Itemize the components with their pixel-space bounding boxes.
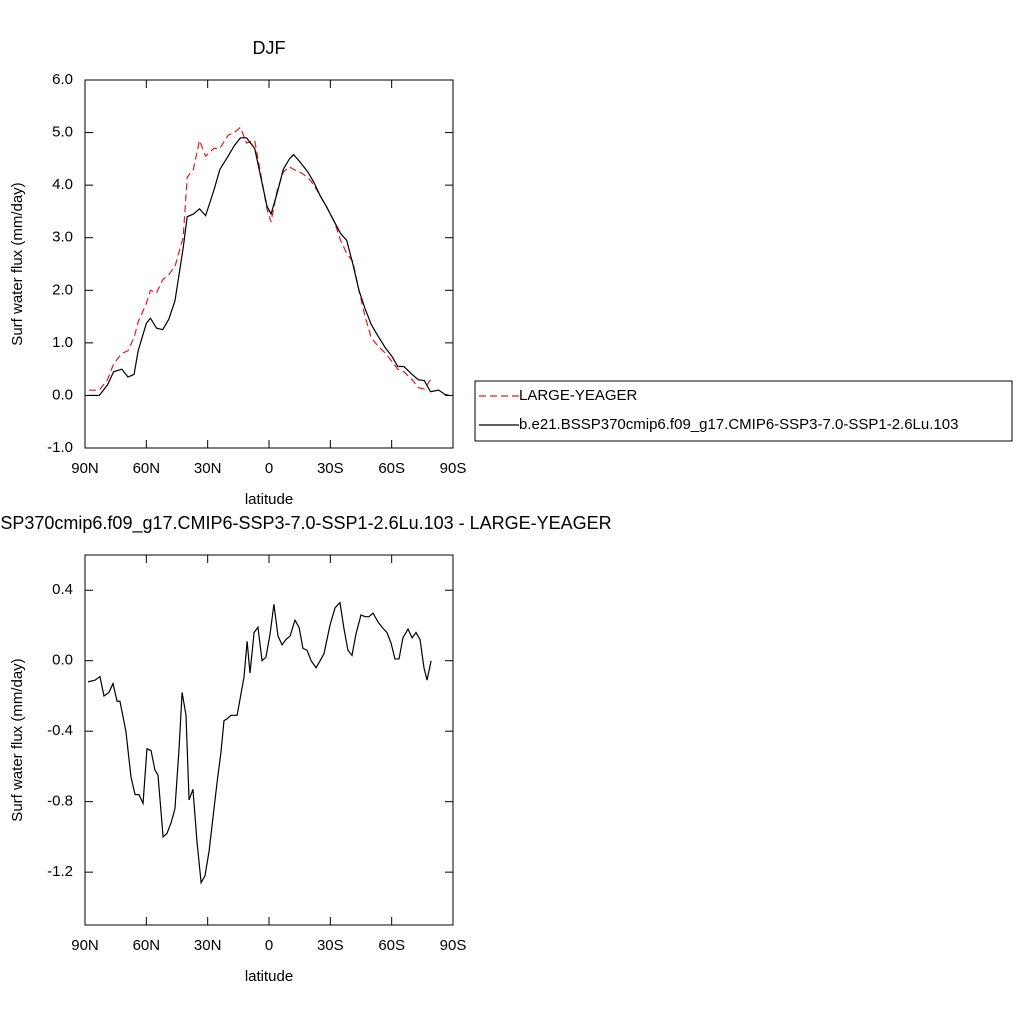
data-line: [89, 137, 450, 397]
x-tick-label: 60N: [133, 460, 161, 477]
x-tick-label: 90S: [440, 937, 467, 954]
x-tick-label: 90N: [71, 460, 99, 477]
plot-frame: [84, 554, 454, 926]
y-tick-label: 3.0: [52, 229, 73, 246]
y-tick-label: 4.0: [52, 176, 73, 193]
y-tick-label: -1.2: [47, 863, 73, 880]
x-tick-label: 60S: [378, 937, 405, 954]
x-tick-label: 0: [265, 460, 273, 477]
x-axis-label: latitude: [245, 968, 293, 985]
y-tick-label: 0.4: [52, 581, 73, 598]
x-tick-label: 60N: [133, 937, 161, 954]
chart-title: b.e21.BSSP370cmip6.f09_g17.CMIP6-SSP3-7.…: [0, 513, 612, 534]
x-tick-label: 90N: [71, 937, 99, 954]
y-tick-label: 6.0: [52, 71, 73, 88]
y-axis-label: Surf water flux (mm/day): [9, 182, 26, 345]
x-tick-label: 30S: [317, 460, 344, 477]
plot-frame: [84, 79, 454, 449]
y-tick-label: 1.0: [52, 334, 73, 351]
x-tick-label: 60S: [378, 460, 405, 477]
y-tick-label: -0.8: [47, 793, 73, 810]
data-line: [87, 601, 432, 885]
y-tick-label: 0.0: [52, 386, 73, 403]
x-tick-label: 30S: [317, 937, 344, 954]
legend-label: b.e21.BSSP370cmip6.f09_g17.CMIP6-SSP3-7.…: [519, 416, 958, 433]
y-tick-label: 5.0: [52, 124, 73, 141]
x-tick-label: 30N: [194, 460, 222, 477]
y-tick-label: -0.4: [47, 722, 73, 739]
x-tick-label: 90S: [440, 460, 467, 477]
data-line: [89, 126, 432, 391]
x-tick-label: 0: [265, 937, 273, 954]
y-tick-label: -1.0: [47, 439, 73, 456]
x-tick-label: 30N: [194, 937, 222, 954]
y-tick-label: 0.0: [52, 652, 73, 669]
x-axis-label: latitude: [245, 491, 293, 508]
y-tick-label: 2.0: [52, 281, 73, 298]
legend-box: [474, 380, 1013, 442]
y-axis-label: Surf water flux (mm/day): [9, 658, 26, 821]
chart-title: DJF: [253, 38, 286, 58]
legend-label: LARGE-YEAGER: [519, 387, 638, 404]
